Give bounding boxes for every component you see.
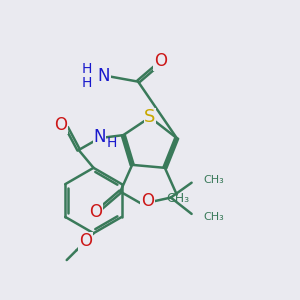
Text: CH₃: CH₃	[167, 192, 190, 205]
Text: CH₃: CH₃	[203, 175, 224, 185]
Text: O: O	[154, 52, 167, 70]
Text: H: H	[107, 136, 117, 151]
Text: H: H	[82, 76, 92, 90]
Text: CH₃: CH₃	[203, 212, 224, 222]
Text: H: H	[82, 62, 92, 76]
Text: S: S	[144, 108, 156, 126]
Text: N: N	[98, 67, 110, 85]
Text: O: O	[89, 203, 102, 221]
Text: N: N	[93, 128, 106, 146]
Text: O: O	[79, 232, 92, 250]
Text: O: O	[54, 116, 67, 134]
Text: O: O	[141, 191, 154, 209]
